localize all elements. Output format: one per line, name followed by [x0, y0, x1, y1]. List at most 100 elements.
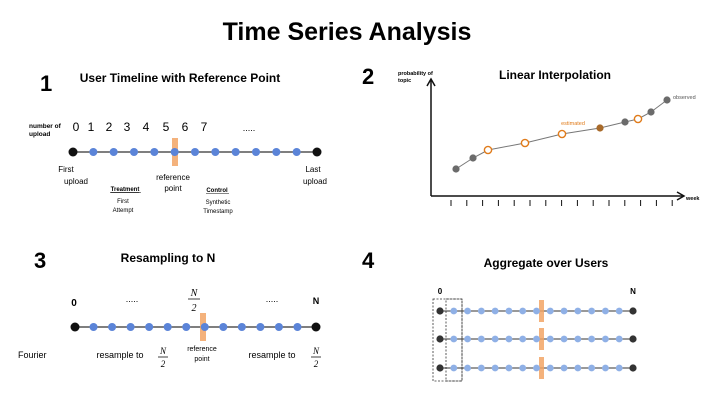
- observed-point: [647, 108, 655, 116]
- timeline-dot: [211, 148, 220, 156]
- user-row-dot: [602, 335, 609, 343]
- x-axis-arrow: [676, 191, 686, 201]
- n-over-2-top-numerator: N: [190, 288, 199, 299]
- observed-point: [663, 96, 671, 104]
- resample-dot: [126, 323, 135, 331]
- user-row-dot: [491, 364, 499, 372]
- panel-2-number: 2: [362, 64, 374, 89]
- ellipsis-left: .....: [126, 294, 139, 304]
- user-row-dot: [505, 364, 513, 372]
- user-row-dot: [615, 364, 623, 372]
- user-row-dot: [477, 307, 485, 315]
- observed-point: [469, 154, 477, 162]
- treatment-line-1: First: [117, 199, 129, 205]
- reference-marker: [539, 300, 544, 322]
- resample-end-label: N: [313, 296, 320, 306]
- user-row: [436, 328, 637, 350]
- resample-dot: [200, 323, 209, 331]
- reference-marker: [539, 328, 544, 350]
- user-row-dot: [560, 307, 568, 315]
- n-over-2-left-denominator: 2: [161, 359, 166, 369]
- estimated-label: estimated: [561, 121, 585, 127]
- user-row-dot: [519, 364, 527, 372]
- timeline-dot: [231, 148, 240, 156]
- user-row-dot: [464, 335, 471, 343]
- panel-3-number: 3: [34, 248, 46, 273]
- resample-dot: [274, 323, 283, 331]
- user-row-dot: [574, 307, 582, 315]
- upload-index-label: 1: [88, 120, 95, 134]
- resample-dots: [70, 322, 321, 332]
- y-axis-arrow: [426, 77, 436, 87]
- user-row-dot: [602, 364, 609, 372]
- observed-point: [621, 118, 629, 126]
- resample-start-label: 0: [71, 298, 77, 309]
- upload-index-label: 3: [124, 120, 131, 134]
- y-axis-label-1: probability of: [398, 71, 433, 77]
- week-ticks: [450, 200, 673, 206]
- resample-dot: [293, 323, 302, 331]
- timeline-dot: [272, 148, 281, 156]
- ellipsis-right: .....: [266, 294, 279, 304]
- last-upload-label-2: upload: [303, 177, 327, 186]
- user-row-dot: [560, 335, 568, 343]
- user-row-endpoint: [436, 335, 444, 343]
- user-row-dot: [450, 307, 458, 315]
- timeline-dot: [109, 148, 118, 156]
- resample-endpoint: [311, 322, 321, 332]
- panel-1-number: 1: [40, 71, 52, 96]
- user-row-endpoint: [436, 364, 444, 372]
- upload-index-label: 4: [143, 120, 150, 134]
- upload-index-label: 7: [201, 120, 208, 134]
- user-row-dot: [560, 364, 568, 372]
- timeline-dot: [252, 148, 260, 156]
- user-row-endpoint: [629, 364, 637, 372]
- user-row-dot: [588, 335, 596, 343]
- estimated-point: [557, 129, 567, 139]
- user-row-dot: [533, 364, 540, 372]
- resample-dot: [219, 323, 228, 331]
- resample-dot: [163, 323, 172, 331]
- aggregate-start-label: 0: [438, 287, 443, 296]
- user-row-dot: [588, 364, 596, 372]
- user-row: [436, 300, 637, 322]
- user-row-dot: [464, 307, 471, 315]
- user-row-dot: [533, 307, 540, 315]
- user-row-dot: [491, 335, 499, 343]
- fourier-label: Fourier: [18, 350, 47, 360]
- user-rows: [436, 300, 637, 379]
- user-row-endpoint: [629, 307, 637, 315]
- timeline-dot: [170, 148, 179, 156]
- user-row-endpoint: [629, 335, 637, 343]
- y-axis-label-2: topic: [398, 78, 411, 84]
- user-row-dot: [464, 364, 471, 372]
- timeline-dot: [292, 148, 301, 156]
- estimated-point: [483, 145, 493, 155]
- aggregate-bracket-inner: [445, 298, 463, 382]
- estimated-point: [520, 138, 530, 148]
- aggregate-end-label: N: [630, 287, 636, 296]
- user-row-dot: [574, 364, 582, 372]
- panel-4: 4 Aggregate over Users 0 N: [362, 248, 637, 382]
- last-upload-label-1: Last: [305, 165, 321, 174]
- resample-endpoint: [70, 322, 80, 332]
- resample-label-left: resample to: [96, 350, 143, 360]
- x-axis-label: week: [685, 196, 700, 202]
- upload-index-label: .....: [243, 123, 256, 133]
- user-row-dot: [588, 307, 596, 315]
- upload-index-label: 0: [73, 120, 80, 134]
- user-row-dot: [477, 364, 485, 372]
- interpolation-line: [455, 99, 668, 170]
- user-row-dot: [602, 307, 609, 315]
- user-row-dot: [519, 307, 527, 315]
- user-row-dot: [450, 335, 458, 343]
- page-title: Time Series Analysis: [223, 18, 472, 46]
- resample-reference-label-2: point: [194, 356, 209, 363]
- treatment-line-2: Attempt: [113, 208, 134, 214]
- n-over-2-right-numerator: N: [312, 346, 320, 356]
- axis-label-upload: upload: [29, 131, 50, 138]
- user-row-dot: [615, 335, 623, 343]
- upload-index-label: 5: [163, 120, 170, 134]
- timeline-dot: [150, 148, 159, 156]
